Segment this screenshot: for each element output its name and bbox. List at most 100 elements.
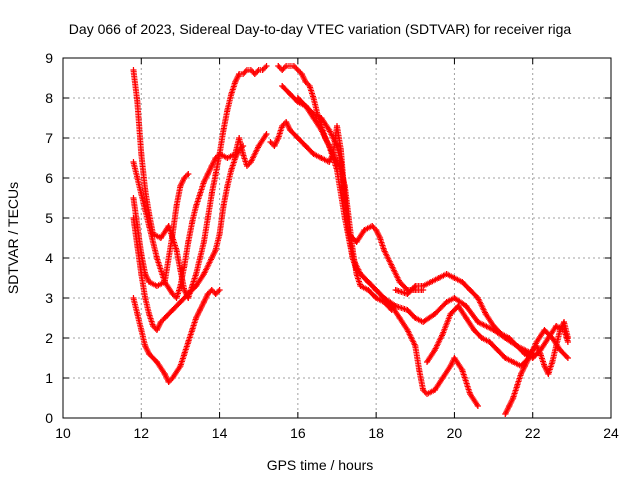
data-point bbox=[549, 335, 556, 341]
data-point bbox=[212, 291, 219, 297]
data-point bbox=[142, 295, 149, 301]
data-point bbox=[549, 359, 556, 365]
data-point bbox=[173, 295, 180, 301]
data-point bbox=[420, 283, 427, 289]
data-point bbox=[279, 67, 286, 73]
data-point bbox=[310, 95, 317, 101]
data-point bbox=[517, 371, 524, 377]
data-point bbox=[263, 63, 270, 69]
data-point bbox=[146, 223, 153, 229]
data-point bbox=[161, 315, 168, 321]
data-point bbox=[318, 115, 325, 121]
data-point bbox=[474, 319, 481, 325]
data-point bbox=[279, 123, 286, 129]
data-point bbox=[157, 319, 164, 325]
data-point bbox=[204, 291, 211, 297]
y-tick-label: 7 bbox=[45, 130, 53, 146]
data-point bbox=[337, 147, 344, 153]
data-point bbox=[251, 71, 258, 77]
data-point bbox=[153, 255, 160, 261]
data-point bbox=[283, 119, 290, 125]
data-point bbox=[138, 191, 145, 197]
data-point bbox=[212, 155, 219, 161]
data-point bbox=[494, 347, 501, 353]
data-point bbox=[521, 363, 528, 369]
data-point bbox=[506, 335, 513, 341]
data-point bbox=[388, 263, 395, 269]
data-point bbox=[200, 179, 207, 185]
data-point bbox=[490, 323, 497, 329]
data-point bbox=[365, 287, 372, 293]
data-point bbox=[557, 327, 564, 333]
data-point bbox=[177, 363, 184, 369]
data-point bbox=[173, 203, 180, 209]
data-point bbox=[212, 247, 219, 253]
data-point bbox=[130, 215, 137, 221]
data-point bbox=[525, 355, 532, 361]
data-point bbox=[200, 271, 207, 277]
data-point bbox=[193, 283, 200, 289]
data-point bbox=[204, 171, 211, 177]
data-point bbox=[287, 127, 294, 133]
data-point bbox=[177, 283, 184, 289]
data-point bbox=[306, 83, 313, 89]
data-point bbox=[373, 227, 380, 233]
series-trace-4 bbox=[130, 143, 247, 333]
data-point bbox=[396, 315, 403, 321]
data-point bbox=[134, 311, 141, 317]
series-trace-1 bbox=[130, 63, 270, 301]
data-point bbox=[326, 143, 333, 149]
data-point bbox=[326, 127, 333, 133]
data-point bbox=[271, 143, 278, 149]
y-tick-label: 5 bbox=[45, 210, 53, 226]
data-point bbox=[259, 67, 266, 73]
data-point bbox=[232, 79, 239, 85]
data-point bbox=[455, 303, 462, 309]
data-point bbox=[142, 187, 149, 193]
y-tick-label: 6 bbox=[45, 170, 53, 186]
data-point bbox=[197, 307, 203, 313]
data-point bbox=[247, 159, 254, 165]
data-point bbox=[220, 203, 227, 209]
data-point bbox=[169, 375, 176, 381]
x-tick-label: 10 bbox=[55, 425, 71, 441]
data-point bbox=[177, 299, 184, 305]
data-point bbox=[353, 239, 360, 245]
data-point bbox=[334, 123, 340, 129]
data-point bbox=[510, 395, 517, 401]
data-point bbox=[478, 335, 485, 341]
data-point bbox=[357, 271, 364, 277]
data-point bbox=[240, 151, 247, 157]
x-tick-label: 24 bbox=[603, 425, 619, 441]
data-point bbox=[404, 307, 411, 313]
data-point bbox=[138, 271, 145, 277]
x-tick-label: 22 bbox=[525, 425, 541, 441]
data-point bbox=[467, 287, 474, 293]
data-point bbox=[435, 275, 442, 281]
data-point bbox=[404, 291, 411, 297]
data-point bbox=[420, 319, 427, 325]
data-point bbox=[447, 363, 454, 369]
data-point bbox=[310, 115, 317, 121]
data-point bbox=[134, 99, 141, 105]
data-point bbox=[153, 359, 160, 365]
data-point bbox=[471, 327, 477, 333]
data-point bbox=[185, 171, 192, 177]
data-point bbox=[146, 351, 153, 357]
data-point bbox=[420, 387, 427, 393]
data-point bbox=[294, 95, 301, 101]
data-point bbox=[153, 327, 160, 333]
data-point bbox=[181, 175, 188, 181]
data-point bbox=[326, 159, 333, 165]
data-point bbox=[404, 327, 411, 333]
data-point bbox=[157, 235, 164, 241]
data-point bbox=[443, 299, 450, 305]
data-point bbox=[439, 375, 446, 381]
data-point bbox=[161, 371, 168, 377]
data-point bbox=[388, 303, 395, 309]
data-point bbox=[216, 287, 223, 293]
data-point bbox=[557, 347, 564, 353]
data-point bbox=[424, 359, 431, 365]
data-point bbox=[474, 295, 481, 301]
data-point bbox=[459, 367, 466, 373]
